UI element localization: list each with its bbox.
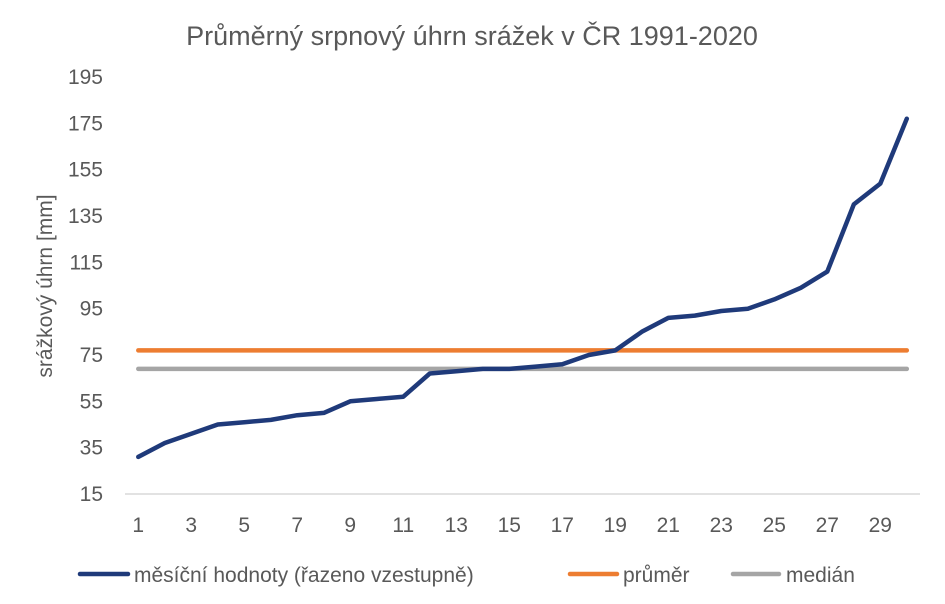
x-tick-label: 9: [344, 514, 356, 537]
y-tick-label: 155: [68, 159, 103, 182]
chart-title: Průměrný srpnový úhrn srážek v ČR 1991-2…: [186, 20, 758, 51]
legend: měsíční hodnoty (řazeno vzestupně) průměr…: [77, 564, 855, 587]
series-lines: [136, 116, 910, 460]
legend-label-1: průměr: [623, 564, 690, 587]
x-tick-label: 7: [291, 514, 303, 537]
x-tick-label: 17: [551, 514, 574, 537]
y-tick-label: 75: [80, 344, 103, 367]
x-tick-labels: 1 3 5 7 9 11 13 15 17 19 21 23 25 27 29: [132, 514, 892, 537]
y-tick-label: 195: [68, 66, 103, 89]
series-line-0: [136, 116, 910, 460]
x-tick-label: 27: [816, 514, 839, 537]
x-tick-label: 13: [445, 514, 468, 537]
y-tick-label: 55: [80, 390, 103, 413]
x-tick-label: 21: [657, 514, 680, 537]
y-tick-label: 175: [68, 112, 103, 135]
y-tick-label: 95: [80, 298, 103, 321]
legend-label-2: medián: [786, 564, 855, 587]
y-tick-label: 35: [80, 437, 103, 460]
x-tick-label: 3: [185, 514, 197, 537]
y-tick-label: 115: [70, 251, 103, 274]
y-tick-label: 15: [80, 483, 103, 506]
legend-label-0: měsíční hodnoty (řazeno vzestupně): [134, 564, 474, 587]
x-tick-label: 19: [604, 514, 627, 537]
y-tick-labels: 15 35 55 75 95 115 135 155 175 195: [68, 66, 103, 506]
x-tick-label: 25: [763, 514, 786, 537]
y-tick-label: 135: [68, 205, 103, 228]
y-axis-label: srážkový úhrn [mm]: [34, 194, 57, 377]
x-tick-label: 11: [392, 514, 414, 537]
x-tick-label: 5: [238, 514, 250, 537]
x-tick-label: 15: [498, 514, 521, 537]
x-tick-label: 1: [132, 514, 144, 537]
x-tick-label: 29: [869, 514, 892, 537]
x-tick-label: 23: [710, 514, 733, 537]
